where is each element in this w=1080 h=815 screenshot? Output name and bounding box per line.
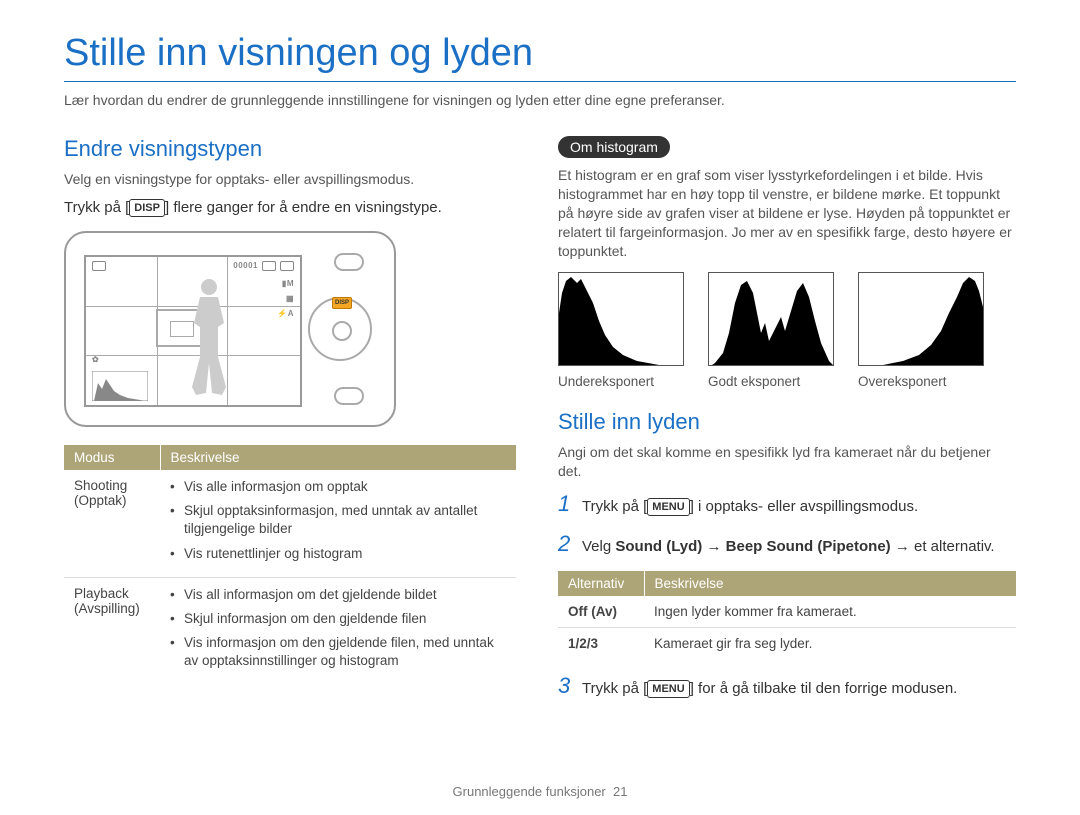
person-silhouette-icon <box>182 279 236 399</box>
camera-top-right-button <box>334 253 364 271</box>
histogram-underexposed <box>558 272 684 366</box>
sound-step-1: 1 Trykk på [MENU] i opptaks- eller avspi… <box>558 491 1016 517</box>
menu-button-chip: MENU <box>647 498 689 516</box>
sound-subtext: Angi om det skal komme en spesifikk lyd … <box>558 443 1016 481</box>
screen-histogram-icon <box>92 371 148 401</box>
histogram-pill: Om histogram <box>558 136 670 158</box>
heading-sound: Stille inn lyden <box>558 409 1016 435</box>
sound-step-3: 3 Trykk på [MENU] for å gå tilbake til d… <box>558 673 1016 699</box>
page-title: Stille inn visningen og lyden <box>64 32 1016 82</box>
flash-icon: ⚡A <box>277 309 294 318</box>
sound-col-alt: Alternativ <box>558 571 644 596</box>
menu-button-chip-2: MENU <box>647 680 689 698</box>
disp-button-chip: DISP <box>129 199 165 217</box>
hist-label-good: Godt eksponert <box>708 374 800 389</box>
histogram-overexposed <box>858 272 984 366</box>
table-row: Playback (Avspilling) Vis all informasjo… <box>64 577 516 684</box>
battery-icon <box>280 261 294 271</box>
resolution-icon: ▮M <box>282 279 294 288</box>
sd-icon <box>262 261 276 271</box>
sound-step-2: 2 Velg Sound (Lyd) → Beep Sound (Pipeton… <box>558 531 1016 557</box>
display-instruction: Trykk på [DISP] flere ganger for å endre… <box>64 199 516 217</box>
hist-label-over: Overeksponert <box>858 374 947 389</box>
camera-disp-button: DISP <box>332 297 352 309</box>
table-row: Off (Av) Ingen lyder kommer fra kameraet… <box>558 596 1016 628</box>
heading-display-type: Endre visningstypen <box>64 136 516 162</box>
histogram-examples: Undereksponert Godt eksponert <box>558 272 1016 389</box>
histogram-description: Et histogram er en graf som viser lyssty… <box>558 166 1016 260</box>
camera-illustration: 00001 ▮M ▦ ⚡A ✿ <box>64 231 516 427</box>
hist-label-under: Undereksponert <box>558 374 654 389</box>
histogram-good <box>708 272 834 366</box>
counter-text: 00001 <box>233 261 258 270</box>
intro-text: Lær hvordan du endrer de grunnleggende i… <box>64 92 1016 108</box>
table-row: 1/2/3 Kameraet gir fra seg lyder. <box>558 628 1016 660</box>
quality-icon: ▦ <box>286 294 294 303</box>
page-footer: Grunnleggende funksjoner 21 <box>0 784 1080 799</box>
display-type-subtext: Velg en visningstype for opptaks- eller … <box>64 170 516 189</box>
macro-icon: ✿ <box>92 355 99 364</box>
sound-col-desc: Beskrivelse <box>644 571 1016 596</box>
sound-table: Alternativ Beskrivelse Off (Av) Ingen ly… <box>558 571 1016 659</box>
table-row: Shooting (Opptak) Vis alle informasjon o… <box>64 470 516 577</box>
camera-dpad: DISP <box>308 297 372 361</box>
modes-col-mode: Modus <box>64 445 160 470</box>
modes-table: Modus Beskrivelse Shooting (Opptak) Vis … <box>64 445 516 685</box>
camera-mode-icon <box>92 261 106 271</box>
modes-col-desc: Beskrivelse <box>160 445 516 470</box>
camera-bottom-right-button <box>334 387 364 405</box>
